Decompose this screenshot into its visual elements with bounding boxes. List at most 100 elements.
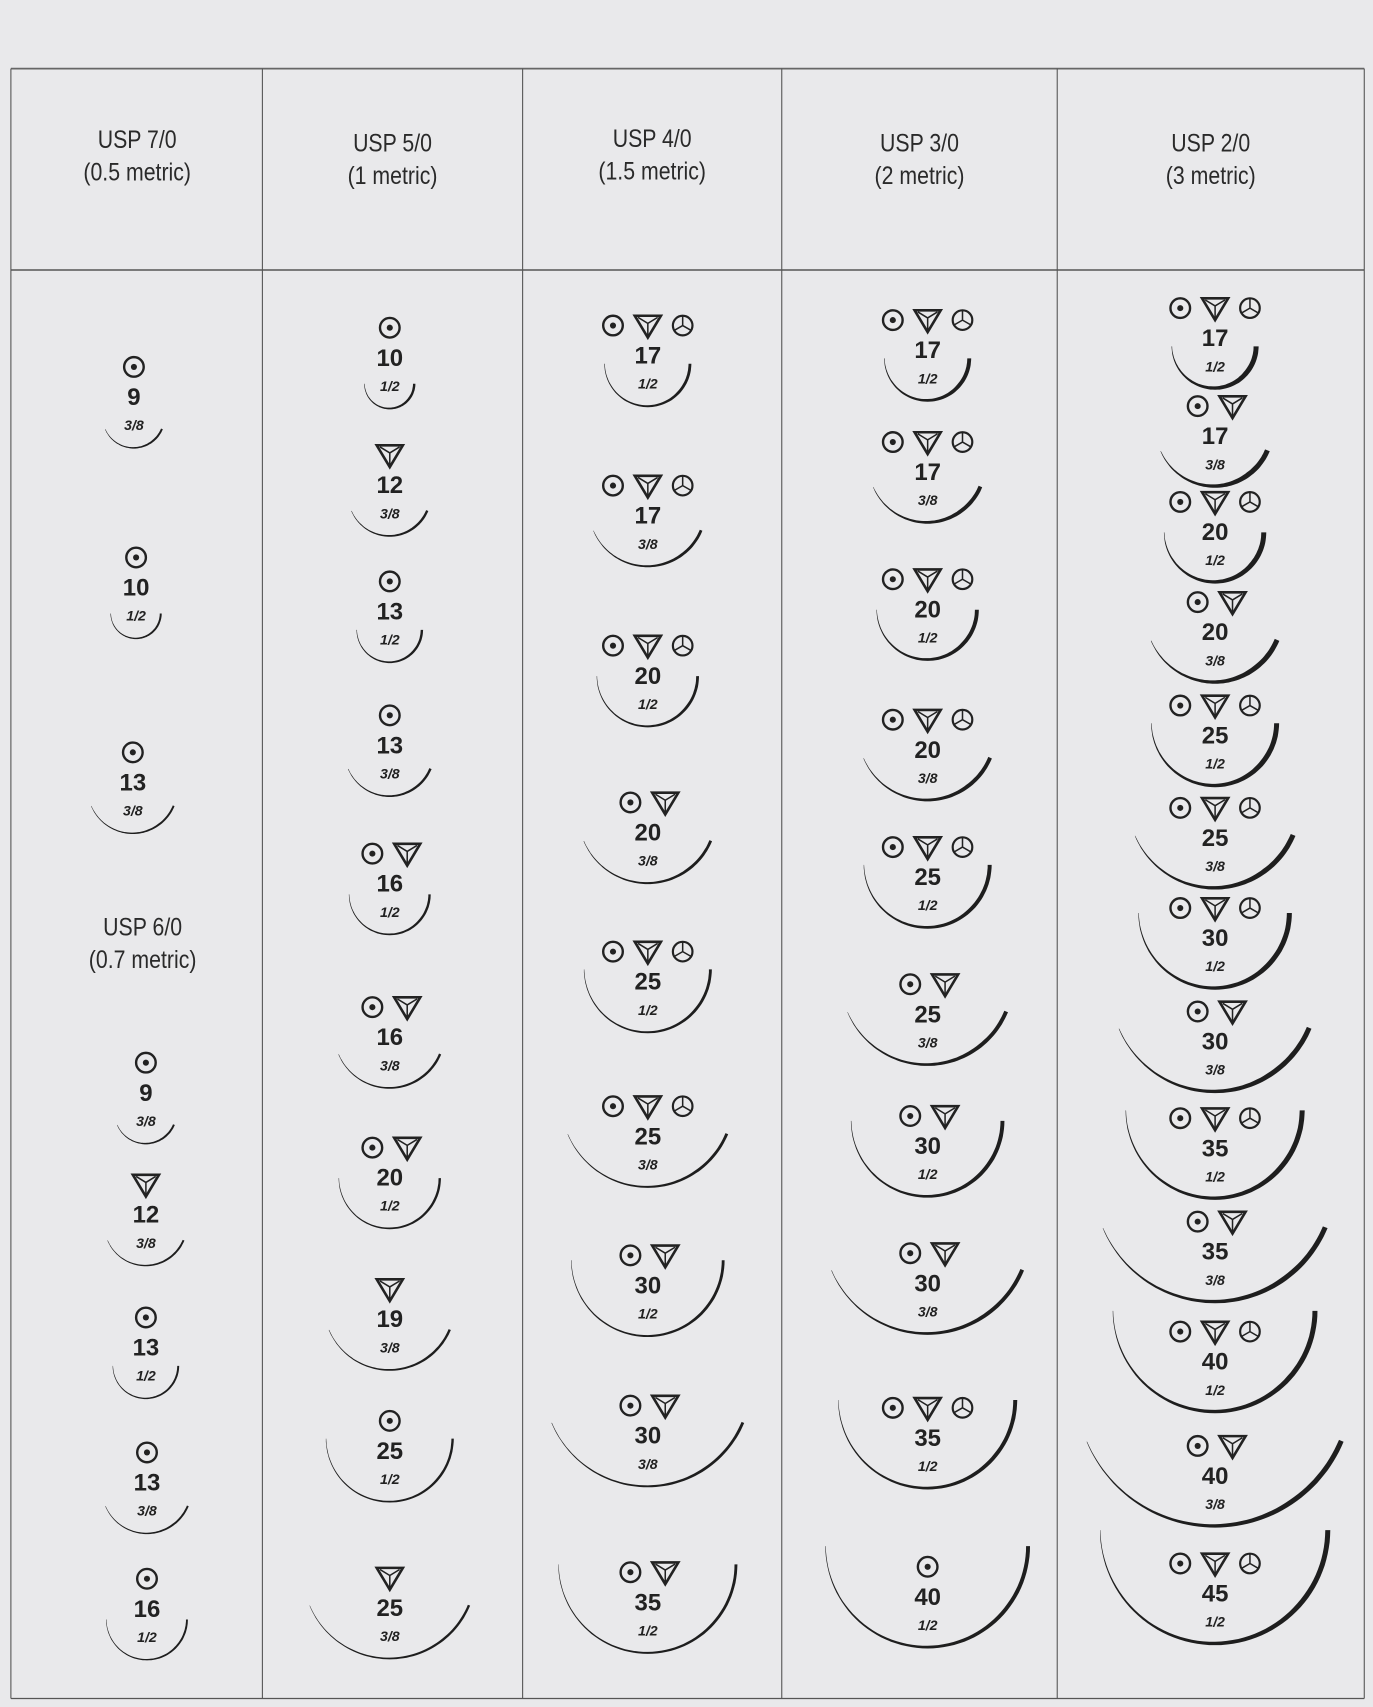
round-icon: [881, 708, 904, 731]
cutting-icon: [649, 1244, 681, 1270]
round-icon: [1186, 1210, 1209, 1233]
round-icon: [361, 842, 384, 865]
header-subtitle: (2 metric): [874, 161, 965, 190]
taper-cut-icon: [951, 708, 974, 731]
round-icon: [601, 1095, 624, 1118]
needle-curvature: 1/2: [1205, 358, 1225, 374]
needle-size: 13: [376, 732, 403, 759]
needle-entry: 401/2: [825, 1546, 1031, 1649]
needle-size: 13: [376, 599, 403, 626]
needle-size: 13: [134, 1470, 161, 1497]
needle-entry: 251/2: [863, 835, 992, 929]
needle-size: 45: [1202, 1581, 1229, 1608]
needle-curve: [847, 1010, 1009, 1066]
needle-curve: [1150, 638, 1280, 684]
needle-curvature: 1/2: [638, 1306, 658, 1322]
round-icon: [1186, 395, 1209, 418]
header-subtitle: (1 metric): [347, 161, 438, 190]
round-icon: [619, 1394, 642, 1417]
needle-entry: 201/2: [338, 1136, 441, 1230]
cutting-icon: [632, 474, 664, 501]
needle-entry: 193/8: [328, 1278, 451, 1371]
header-subtitle: (3 metric): [1165, 161, 1256, 190]
needle-entry: 171/2: [1169, 297, 1261, 390]
needle-curve: [338, 1053, 442, 1089]
cutting-icon: [649, 1394, 681, 1421]
header-title: USP 2/0: [1171, 128, 1251, 157]
needle-entry: 161/2: [106, 1567, 188, 1661]
needle-curvature: 3/8: [380, 505, 400, 521]
needle-size: 20: [635, 820, 662, 847]
round-icon: [601, 940, 624, 963]
cutting-icon: [649, 1561, 681, 1587]
round-icon: [1186, 1000, 1209, 1023]
needle-size: 20: [914, 596, 941, 623]
round-icon: [1169, 297, 1192, 320]
needle-entry: 203/8: [863, 708, 992, 802]
cutting-icon: [374, 1566, 406, 1593]
cutting-icon: [130, 1173, 162, 1200]
cutting-icon: [374, 444, 406, 470]
needle-size: 9: [127, 384, 140, 411]
needle-size: 35: [635, 1589, 662, 1616]
cutting-icon: [1217, 395, 1248, 421]
taper-cut-icon: [671, 940, 694, 963]
cutting-icon: [391, 842, 423, 869]
cutting-icon: [632, 940, 664, 967]
round-icon: [619, 1244, 642, 1267]
cutting-icon: [1199, 694, 1231, 721]
cutting-icon: [912, 708, 944, 735]
subheader-usp-6-0: USP 6/0 (0.7 metric): [32, 910, 254, 975]
round-icon: [1169, 1320, 1192, 1343]
round-icon: [881, 1396, 904, 1419]
needle-curvature: 3/8: [136, 1235, 156, 1251]
needle-entry: 251/2: [583, 940, 712, 1034]
round-icon: [125, 546, 148, 569]
header-usp-3-0: USP 3/0 (2 metric): [802, 126, 1036, 191]
needle-size: 30: [1202, 925, 1229, 952]
taper-cut-icon: [671, 474, 694, 497]
taper-cut-icon: [951, 431, 974, 453]
needle-size: 17: [1202, 423, 1229, 450]
needle-size: 40: [914, 1584, 941, 1611]
round-icon: [134, 1306, 157, 1329]
needle-curve: [1160, 449, 1270, 488]
cutting-icon: [391, 1136, 423, 1163]
taper-cut-icon: [1239, 694, 1261, 717]
cutting-icon: [1217, 1210, 1248, 1237]
needle-curvature: 3/8: [918, 1034, 938, 1050]
needle-size: 10: [376, 345, 403, 372]
taper-cut-icon: [671, 1095, 694, 1118]
needle-size: 40: [1202, 1349, 1229, 1376]
needle-curvature: 3/8: [918, 492, 938, 508]
needle-size: 25: [376, 1595, 403, 1622]
header-usp-7-0: USP 7/0 (0.5 metric): [31, 123, 244, 188]
round-icon: [1169, 1552, 1192, 1575]
taper-cut-icon: [951, 1396, 974, 1419]
round-icon: [601, 314, 624, 337]
cutting-icon: [1199, 796, 1231, 823]
needle-size: 35: [1202, 1135, 1229, 1162]
cutting-icon: [1199, 1552, 1231, 1579]
needle-curve: [117, 1124, 175, 1145]
needle-curve: [1171, 346, 1259, 390]
needle-curvature: 1/2: [918, 1617, 938, 1633]
needle-curve: [105, 428, 163, 449]
round-icon: [361, 1136, 384, 1159]
needle-size: 30: [635, 1272, 662, 1299]
round-icon: [899, 1105, 922, 1128]
needle-entry: 201/2: [596, 634, 700, 728]
needle-size: 25: [376, 1438, 403, 1465]
header-usp-4-0: USP 4/0 (1.5 metric): [542, 122, 762, 187]
needle-entry: 101/2: [110, 546, 162, 640]
needle-curve: [873, 485, 983, 524]
cutting-icon: [1199, 1107, 1231, 1133]
needle-size: 9: [139, 1080, 152, 1107]
cutting-icon: [391, 996, 423, 1022]
needle-size: 20: [635, 663, 662, 690]
needle-size: 25: [914, 1001, 941, 1028]
taper-cut-icon: [671, 314, 694, 337]
header-title: USP 7/0: [97, 125, 177, 154]
header-title: USP 5/0: [353, 128, 432, 157]
